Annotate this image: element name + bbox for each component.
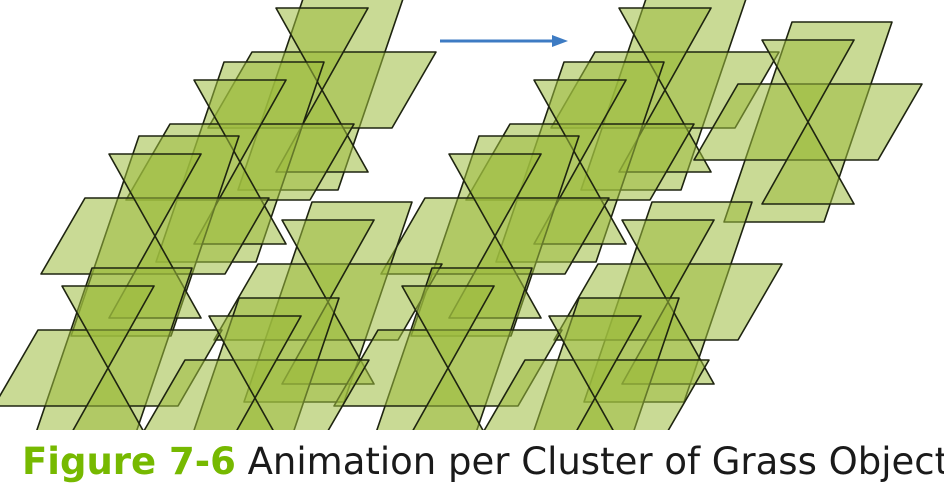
figure-caption: Figure 7-6 Animation per Cluster of Gras… <box>22 438 944 486</box>
grass-blade <box>61 285 155 430</box>
grass-blade <box>548 315 642 430</box>
grass-blade <box>401 285 495 430</box>
right-arrow-icon <box>440 35 568 47</box>
grass-blade <box>761 39 855 205</box>
grass-blade <box>208 315 302 430</box>
grass-cluster-diagram <box>0 0 923 430</box>
figure-title: Animation per Cluster of Grass Objects <box>247 440 944 483</box>
grass-clusters <box>0 0 923 430</box>
figure-label: Figure 7-6 <box>22 440 236 483</box>
